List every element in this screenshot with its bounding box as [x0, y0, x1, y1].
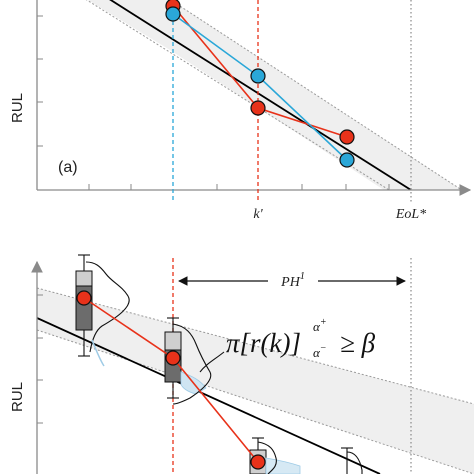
tick-label-eol: EoL*: [395, 207, 426, 222]
pdf-shade-1: [91, 339, 105, 367]
band-lower-edge-b: [37, 329, 474, 474]
formula-lower-bound: α−: [313, 343, 327, 360]
panel-b: RUL PH1: [9, 254, 474, 474]
ph-label-bg: [268, 270, 318, 292]
pdf-shade-3: [265, 457, 301, 474]
ph-label: PH1: [280, 271, 305, 290]
panel-label-a: (a): [58, 159, 78, 176]
pdf-curve-3: [257, 441, 277, 474]
panel-a-series-1-point-2: [339, 152, 355, 168]
true-rul-line-a: [109, 0, 412, 190]
panel-a-series-0-point-2: [339, 129, 355, 145]
panel-b-series-0-point-0: [76, 290, 92, 306]
panel-b-series-0-point-1: [165, 350, 181, 366]
band-upper-edge-b: [37, 287, 474, 405]
formula-upper-bound: α+: [313, 317, 327, 334]
series-group-a: [165, 0, 355, 168]
band-upper-edge-a: [169, 0, 463, 190]
panel-b-series-0-point-2: [250, 454, 266, 470]
pdf-curve-1: [85, 261, 130, 353]
pdf-curve-2: [172, 323, 212, 405]
y-axis-label-b: RUL: [9, 382, 26, 412]
y-axis-label-a: RUL: [9, 93, 26, 123]
formula-pointer: [199, 351, 225, 373]
confidence-band-b: [37, 288, 474, 474]
panel-a: RUL (a) k' EoL*: [9, 0, 472, 222]
y-ticks-a: [37, 15, 43, 147]
formula-rhs: ≥ β: [340, 328, 376, 358]
panel-a-series-1-point-1: [250, 68, 266, 84]
series-group-b: [76, 290, 266, 470]
confidence-band-a: [87, 0, 462, 190]
tick-label-k-prime: k': [253, 207, 263, 222]
panel-a-series-1-point-0: [165, 6, 181, 22]
x-ticks-a: [88, 184, 390, 190]
pdf-curve-4: [346, 451, 363, 474]
panel-a-series-0-point-1: [250, 100, 266, 116]
y-ticks-b: [37, 294, 43, 424]
criterion-formula: π[r(k)]: [226, 328, 301, 358]
